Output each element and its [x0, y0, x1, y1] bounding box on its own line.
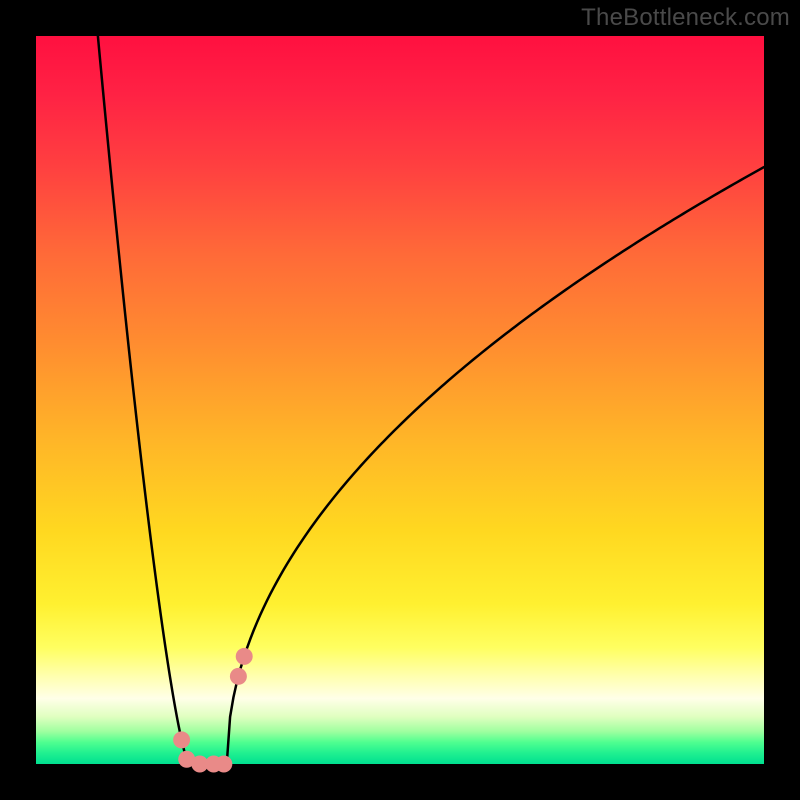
marker-left-cluster-top — [173, 731, 190, 748]
marker-right-cluster-a — [230, 668, 247, 685]
chart-container: TheBottleneck.com — [0, 0, 800, 800]
watermark-text: TheBottleneck.com — [581, 4, 790, 32]
marker-bottom-flat-c — [215, 756, 232, 773]
marker-right-cluster-b — [236, 648, 253, 665]
chart-svg — [0, 0, 800, 800]
plot-background — [36, 36, 764, 764]
